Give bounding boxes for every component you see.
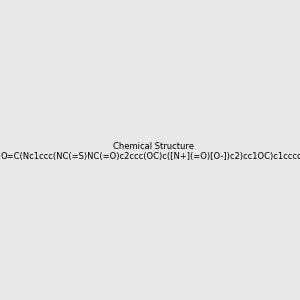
Text: Chemical Structure
O=C(Nc1ccc(NC(=S)NC(=O)c2ccc(OC)c([N+](=O)[O-])c2)cc1OC)c1ccc: Chemical Structure O=C(Nc1ccc(NC(=S)NC(=…: [0, 142, 300, 161]
